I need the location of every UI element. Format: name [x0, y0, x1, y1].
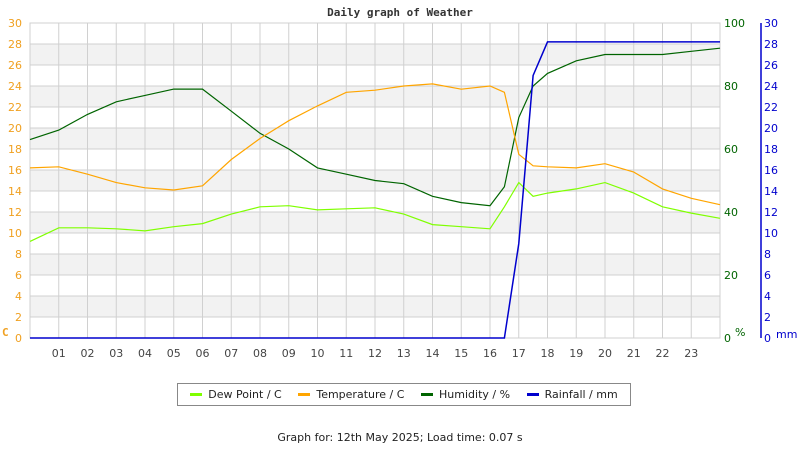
- legend-label: Rainfall / mm: [544, 388, 618, 401]
- x-tick: 16: [483, 347, 497, 360]
- y-tick-right-rainfall: 22: [764, 101, 778, 114]
- footer-status: Graph for: 12th May 2025; Load time: 0.0…: [277, 431, 523, 444]
- y-tick-left: 18: [8, 143, 22, 156]
- y-tick-right-rainfall: 16: [764, 164, 778, 177]
- x-tick: 06: [196, 347, 210, 360]
- y-tick-right-rainfall: 12: [764, 206, 778, 219]
- y-tick-right-rainfall: 18: [764, 143, 778, 156]
- x-tick: 22: [656, 347, 670, 360]
- y-tick-left: 2: [15, 311, 22, 324]
- y-tick-left: 28: [8, 38, 22, 51]
- y-tick-right-rainfall: 20: [764, 122, 778, 135]
- legend-label: Dew Point / C: [208, 388, 282, 401]
- series-line-humidity: [29, 47, 721, 207]
- y-axis-unit-rainfall: mm: [776, 328, 797, 341]
- y-axis-unit-left: C: [2, 326, 9, 339]
- x-tick: 21: [627, 347, 641, 360]
- y-tick-right-humidity: 40: [724, 206, 738, 219]
- y-tick-left: 14: [8, 185, 22, 198]
- x-tick: 07: [224, 347, 238, 360]
- x-tick: 04: [138, 347, 152, 360]
- y-tick-right-rainfall: 14: [764, 185, 778, 198]
- legend-item-rainfall[interactable]: Rainfall / mm: [526, 388, 618, 401]
- y-tick-right-humidity: 20: [724, 269, 738, 282]
- legend-item-temperature[interactable]: Temperature / C: [298, 388, 404, 401]
- y-tick-left: 24: [8, 80, 22, 93]
- legend-swatch-dew-point: [190, 393, 203, 396]
- series-line-dew-point: [29, 181, 721, 242]
- y-tick-right-rainfall: 10: [764, 227, 778, 240]
- x-tick: 17: [512, 347, 526, 360]
- x-tick: 01: [52, 347, 66, 360]
- y-tick-right-rainfall: 4: [764, 290, 771, 303]
- x-tick: 23: [684, 347, 698, 360]
- x-tick: 02: [81, 347, 95, 360]
- y-tick-left: 16: [8, 164, 22, 177]
- y-tick-right-rainfall: 2: [764, 311, 771, 324]
- legend-swatch-rainfall: [526, 393, 539, 396]
- y-axis-unit-humidity: %: [735, 326, 745, 339]
- y-tick-right-rainfall: 24: [764, 80, 778, 93]
- y-tick-left: 30: [8, 17, 22, 30]
- y-tick-left: 0: [15, 332, 22, 345]
- x-tick: 10: [311, 347, 325, 360]
- series-line-rainfall: [30, 41, 720, 339]
- y-tick-right-humidity: 100: [724, 17, 745, 30]
- y-tick-left: 8: [15, 248, 22, 261]
- y-tick-right-rainfall: 28: [764, 38, 778, 51]
- data-series: [29, 41, 721, 339]
- y-tick-right-rainfall: 6: [764, 269, 771, 282]
- x-tick: 11: [339, 347, 353, 360]
- y-tick-right-rainfall: 26: [764, 59, 778, 72]
- chart-title: Daily graph of Weather: [327, 6, 473, 19]
- x-tick: 20: [598, 347, 612, 360]
- x-tick: 12: [368, 347, 382, 360]
- y-tick-right-rainfall: 30: [764, 17, 778, 30]
- y-tick-left: 20: [8, 122, 22, 135]
- x-tick: 13: [397, 347, 411, 360]
- x-tick: 14: [426, 347, 440, 360]
- x-tick: 19: [569, 347, 583, 360]
- legend-swatch-temperature: [298, 393, 311, 396]
- x-tick: 08: [253, 347, 267, 360]
- legend-label: Humidity / %: [439, 388, 511, 401]
- x-tick: 05: [167, 347, 181, 360]
- y-tick-right-rainfall: 8: [764, 248, 771, 261]
- y-tick-right-humidity: 0: [724, 332, 731, 345]
- x-tick: 18: [541, 347, 555, 360]
- y-tick-right-humidity: 80: [724, 80, 738, 93]
- y-tick-left: 26: [8, 59, 22, 72]
- legend-label: Temperature / C: [316, 388, 405, 401]
- y-tick-left: 12: [8, 206, 22, 219]
- series-line-temperature: [29, 83, 721, 206]
- y-tick-right-humidity: 60: [724, 143, 738, 156]
- x-tick: 15: [454, 347, 468, 360]
- y-tick-right-rainfall: 0: [764, 332, 771, 345]
- legend-item-dew-point[interactable]: Dew Point / C: [190, 388, 282, 401]
- x-tick: 03: [109, 347, 123, 360]
- y-tick-left: 22: [8, 101, 22, 114]
- y-tick-left: 10: [8, 227, 22, 240]
- x-tick: 09: [282, 347, 296, 360]
- y-tick-left: 4: [15, 290, 22, 303]
- legend-swatch-humidity: [421, 393, 434, 396]
- legend-item-humidity[interactable]: Humidity / %: [421, 388, 510, 401]
- y-tick-left: 6: [15, 269, 22, 282]
- legend: Dew Point / C Temperature / C Humidity /…: [177, 383, 631, 406]
